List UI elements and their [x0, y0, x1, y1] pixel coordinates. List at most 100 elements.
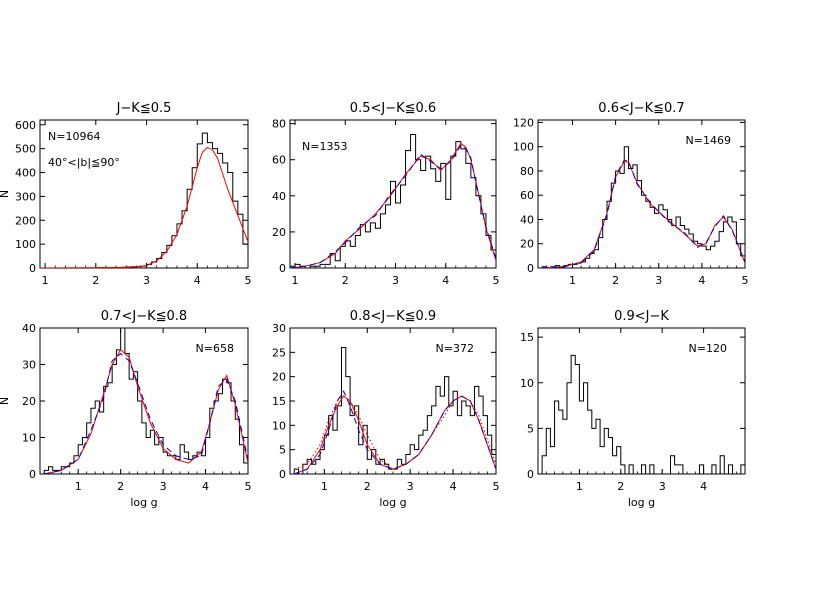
histogram-steps [290, 133, 496, 268]
x-tick-label: 1 [292, 274, 299, 287]
panel-annotation: N=1469 [686, 134, 731, 147]
x-tick-label: 2 [617, 480, 624, 493]
fit-curve-solid [40, 146, 248, 268]
panel-title: J−K≦0.5 [116, 101, 172, 116]
y-tick-label: 20 [22, 395, 36, 408]
y-tick-label: 0 [279, 262, 286, 275]
panel-4: 1 2 3 4 5 0 10 20 30 40 0.7<J−K≦0.8 N=658 log g N [0, 309, 252, 509]
fit-curve-dotted [294, 395, 496, 470]
fit-curve-solid [542, 160, 745, 268]
y-tick-label: 40 [22, 322, 36, 335]
histogram-steps [293, 346, 496, 474]
x-tick-label: 4 [698, 274, 705, 287]
x-tick-label: 3 [392, 274, 399, 287]
x-tick-label: 5 [493, 480, 500, 493]
y-tick-label: 80 [272, 118, 286, 131]
x-tick-label: 1 [321, 480, 328, 493]
histogram-steps [541, 146, 745, 268]
y-tick-label: 0 [527, 262, 534, 275]
panel-title: 0.5<J−K≦0.6 [350, 101, 436, 116]
panel-2: 1 2 3 4 5 0 20 40 60 80 0.5<J−K≦0.6 N=1353 [272, 101, 500, 287]
y-tick-label: 5 [527, 422, 534, 435]
y-axis-label: N [0, 397, 11, 405]
panel-annotation: N=10964 [48, 130, 100, 143]
y-tick-label: 0 [279, 468, 286, 481]
histogram-steps [40, 132, 248, 268]
x-tick-label: 4 [450, 480, 457, 493]
x-tick-label: 4 [442, 274, 449, 287]
y-tick-label: 60 [272, 154, 286, 167]
y-tick-label: 20 [520, 238, 534, 251]
y-tick-label: 25 [272, 346, 286, 359]
x-tick-label: 4 [194, 274, 201, 287]
y-tick-label: 15 [272, 395, 286, 408]
x-tick-label: 4 [202, 480, 209, 493]
y-tick-label: 20 [272, 226, 286, 239]
x-tick-label: 3 [659, 480, 666, 493]
y-axis-label: N [0, 190, 11, 198]
y-tick-label: 400 [15, 167, 36, 180]
panel-annotation: N=1353 [302, 140, 347, 153]
y-tick-label: 300 [15, 190, 36, 203]
histogram-steps [541, 354, 745, 474]
y-tick-label: 500 [15, 143, 36, 156]
fit-curve-solid [290, 142, 496, 268]
y-tick-label: 40 [272, 190, 286, 203]
panel-title: 0.6<J−K≦0.7 [598, 101, 684, 116]
x-tick-label: 1 [576, 480, 583, 493]
x-tick-label: 1 [569, 274, 576, 287]
axis-frame [289, 119, 497, 269]
x-axis-label: log g [628, 496, 655, 509]
y-tick-label: 80 [520, 165, 534, 178]
panel-annotation: N=120 [689, 342, 727, 355]
x-tick-label: 3 [407, 480, 414, 493]
y-tick-label: 200 [15, 214, 36, 227]
y-tick-label: 120 [513, 116, 534, 129]
y-tick-label: 20 [272, 371, 286, 384]
y-tick-label: 0 [29, 468, 36, 481]
x-tick-label: 2 [92, 274, 99, 287]
x-tick-label: 2 [342, 274, 349, 287]
x-tick-label: 3 [655, 274, 662, 287]
y-tick-label: 0 [29, 262, 36, 275]
panel-title: 0.8<J−K≦0.9 [350, 309, 436, 324]
panel-6: 1 2 3 4 0 5 10 15 0.9<J−K N=120 log g [520, 309, 746, 509]
y-tick-label: 0 [527, 468, 534, 481]
panel-1: 1 2 3 4 5 0 100 200 300 400 500 600 J−K≦0.5 N=10964 40… [0, 101, 252, 287]
panel-5: 1 2 3 4 5 0 5 10 15 20 25 30 0.8<J−K≦0.9 N=372 log g [272, 309, 500, 509]
y-tick-label: 15 [520, 331, 534, 344]
panel-annotation: 40°<|b|≦90° [48, 156, 120, 169]
x-tick-label: 4 [700, 480, 707, 493]
panel-title: 0.9<J−K [614, 309, 669, 324]
x-tick-label: 2 [364, 480, 371, 493]
y-tick-label: 30 [272, 322, 286, 335]
y-tick-label: 60 [520, 189, 534, 202]
x-tick-label: 1 [42, 274, 49, 287]
fit-curve-dashed [290, 144, 496, 268]
x-tick-label: 2 [117, 480, 124, 493]
x-tick-label: 3 [143, 274, 150, 287]
y-tick-label: 100 [513, 141, 534, 154]
y-tick-label: 40 [520, 213, 534, 226]
panel-annotation: N=658 [196, 342, 234, 355]
y-tick-label: 600 [15, 119, 36, 132]
x-tick-label: 5 [493, 274, 500, 287]
x-tick-label: 2 [612, 274, 619, 287]
panel-annotation: N=372 [436, 342, 474, 355]
fit-curve-dashed [542, 159, 745, 268]
x-tick-label: 5 [245, 480, 252, 493]
x-tick-label: 5 [742, 274, 749, 287]
y-tick-label: 30 [22, 359, 36, 372]
panel-title: 0.7<J−K≦0.8 [101, 309, 187, 324]
x-axis-label: log g [130, 496, 157, 509]
fit-curve-solid [44, 349, 248, 474]
y-tick-label: 10 [272, 419, 286, 432]
x-tick-label: 1 [75, 480, 82, 493]
x-axis-label: log g [379, 496, 406, 509]
y-tick-label: 100 [15, 238, 36, 251]
axis-frame [39, 119, 249, 269]
y-tick-label: 10 [520, 377, 534, 390]
y-tick-label: 10 [22, 432, 36, 445]
